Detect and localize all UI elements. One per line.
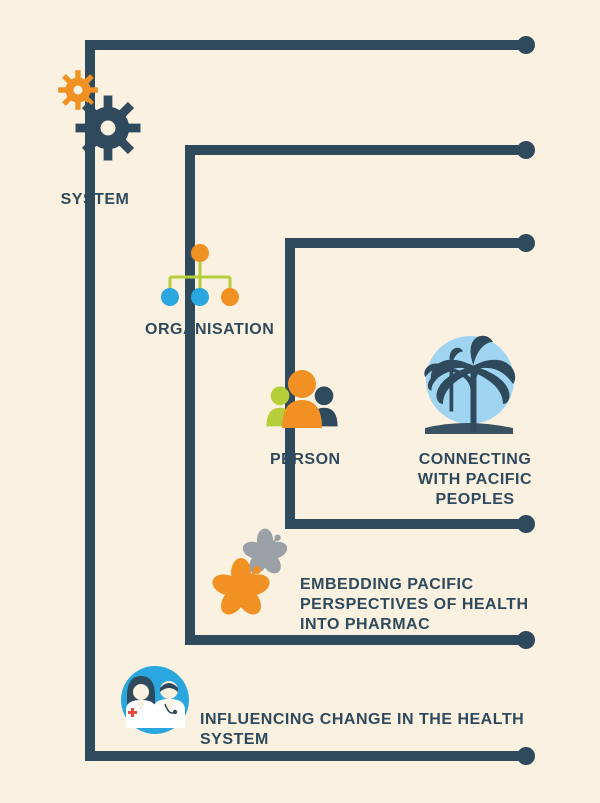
embedding-label: EMBEDDING PACIFIC PERSPECTIVES OF HEALTH… <box>300 575 550 635</box>
gears-icon <box>58 70 140 160</box>
organisation-label: ORGANISATION <box>145 320 265 340</box>
palmtree-icon <box>424 336 515 434</box>
diagram-canvas <box>0 0 600 803</box>
person-label: PERSON <box>270 450 340 470</box>
people-icon <box>266 370 337 428</box>
pacific-label: CONNECTING WITH PACIFIC PEOPLES <box>395 450 555 510</box>
orgchart-icon <box>161 244 239 306</box>
system-label: SYSTEM <box>60 190 130 210</box>
influencing-label: INFLUENCING CHANGE IN THE HEALTH SYSTEM <box>200 710 530 750</box>
doctors-icon <box>121 666 189 734</box>
hibiscus-icon <box>210 529 290 619</box>
